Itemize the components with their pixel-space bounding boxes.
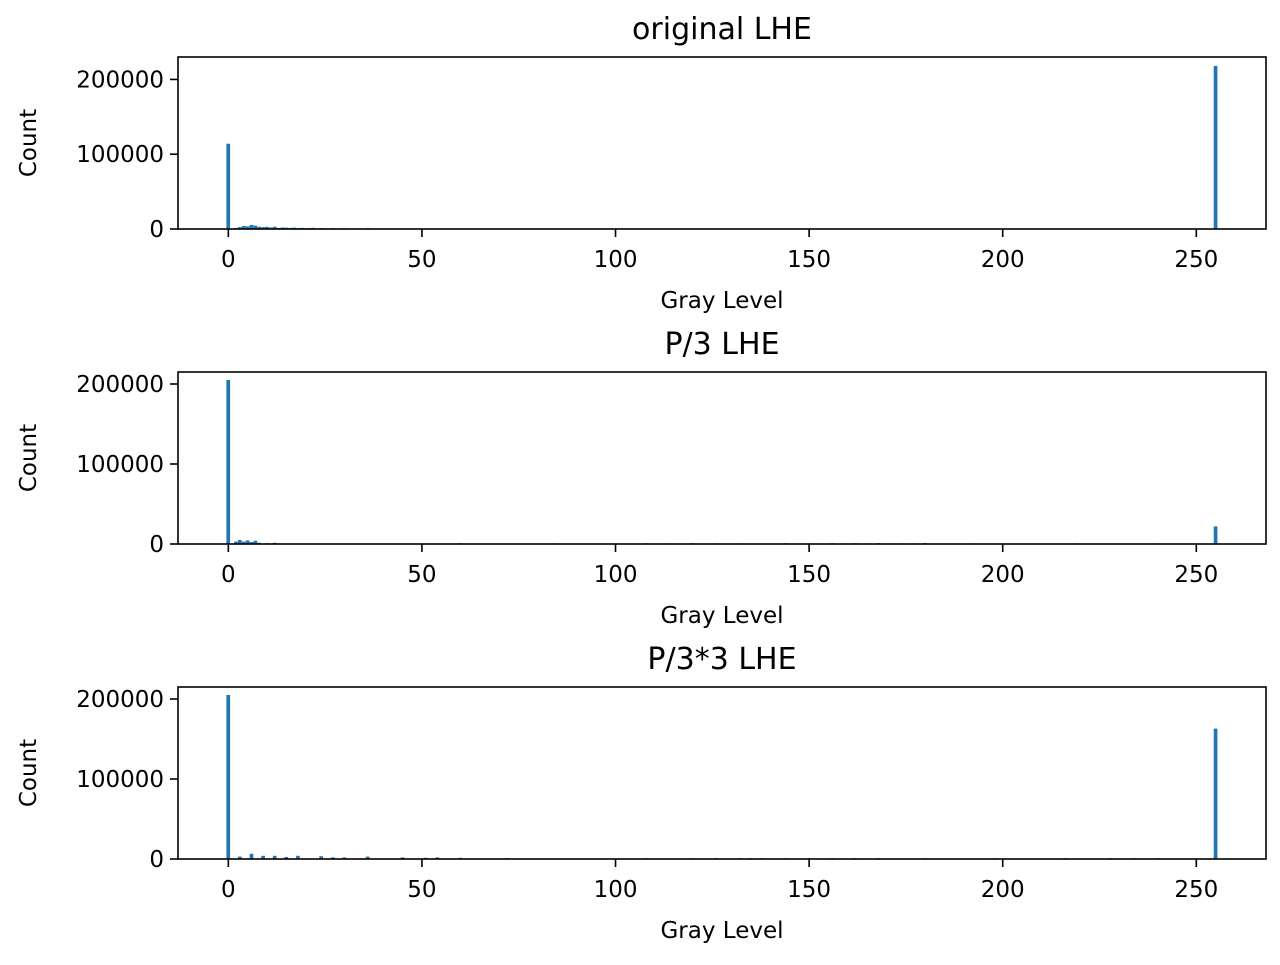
x-tick-label: 50 xyxy=(407,877,436,903)
x-tick-label: 150 xyxy=(787,247,831,273)
y-tick-label: 100000 xyxy=(76,767,164,793)
x-tick-label: 0 xyxy=(221,562,236,588)
x-axis-label: Gray Level xyxy=(660,918,783,944)
chart-panel-3: 0 50 100 150 200 250 0 100000 200000 P/3*3 LHE Gra… xyxy=(16,642,1266,944)
x-tick-label: 250 xyxy=(1174,247,1218,273)
y-tick-label: 100000 xyxy=(76,452,164,478)
x-tick-label: 200 xyxy=(981,562,1025,588)
x-axis-label: Gray Level xyxy=(660,603,783,629)
axes-frame xyxy=(178,57,1266,229)
y-tick-label: 0 xyxy=(149,847,164,873)
y-tick-label: 200000 xyxy=(76,372,164,398)
chart-title: P/3 LHE xyxy=(664,327,779,362)
y-axis-label: Count xyxy=(16,739,42,807)
x-tick-label: 0 xyxy=(221,247,236,273)
y-tick-label: 200000 xyxy=(76,67,164,93)
histogram-bar xyxy=(1214,526,1218,544)
x-tick-label: 0 xyxy=(221,877,236,903)
x-axis-label: Gray Level xyxy=(660,288,783,314)
x-tick-label: 200 xyxy=(981,877,1025,903)
y-axis-label: Count xyxy=(16,424,42,492)
x-tick-label: 100 xyxy=(594,562,638,588)
x-tick-label: 250 xyxy=(1174,877,1218,903)
x-tick-label: 250 xyxy=(1174,562,1218,588)
axes-frame xyxy=(178,372,1266,544)
chart-panel-2: 0 50 100 150 200 250 0 100000 200000 P/3 LHE Gray … xyxy=(16,327,1266,629)
x-tick-label: 50 xyxy=(407,247,436,273)
x-tick-label: 50 xyxy=(407,562,436,588)
axes-frame xyxy=(178,687,1266,859)
x-tick-label: 100 xyxy=(594,877,638,903)
histogram-bar xyxy=(1214,66,1218,229)
histogram-bar xyxy=(1214,729,1218,859)
x-tick-label: 200 xyxy=(981,247,1025,273)
x-tick-label: 150 xyxy=(787,562,831,588)
y-tick-label: 200000 xyxy=(76,687,164,713)
x-tick-label: 150 xyxy=(787,877,831,903)
y-tick-label: 0 xyxy=(149,217,164,243)
histogram-bar xyxy=(226,144,230,229)
y-tick-label: 0 xyxy=(149,532,164,558)
chart-panel-1: 0 50 100 150 200 250 0 100000 200000 original LHE… xyxy=(16,12,1266,314)
y-tick-label: 100000 xyxy=(76,142,164,168)
histogram-bar xyxy=(226,695,230,859)
y-axis-label: Count xyxy=(16,109,42,177)
chart-title: original LHE xyxy=(632,12,812,47)
histogram-bar xyxy=(226,380,230,544)
x-tick-label: 100 xyxy=(594,247,638,273)
chart-title: P/3*3 LHE xyxy=(647,642,796,677)
